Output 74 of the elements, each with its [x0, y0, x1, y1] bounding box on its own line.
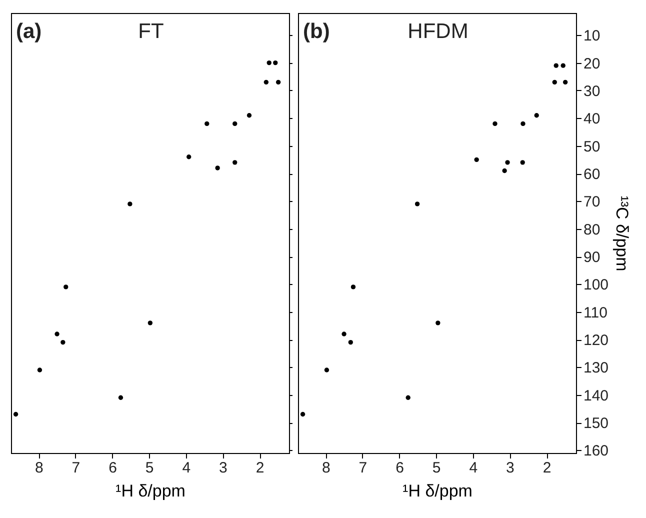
point	[560, 63, 566, 68]
y-tick-label: 40	[584, 110, 600, 128]
x-tick-label: 3	[506, 460, 514, 476]
x-tick-label: 8	[34, 460, 44, 476]
y-axis-title: ¹³C δ/ppm	[612, 196, 632, 272]
point	[13, 412, 18, 417]
point	[246, 113, 252, 118]
y-tick-label: 20	[584, 55, 600, 72]
point	[266, 60, 272, 66]
chart-title: FT	[138, 20, 164, 43]
point	[128, 202, 132, 206]
x-tick-label: 2	[256, 460, 264, 476]
y-tick-label: 70	[584, 194, 600, 211]
x-axis-title: ¹H δ/ppm	[402, 482, 472, 500]
point	[520, 160, 525, 165]
point	[204, 121, 210, 126]
point	[502, 168, 507, 174]
y-tick-label: 100	[584, 276, 609, 294]
point	[552, 80, 557, 85]
point	[474, 157, 479, 162]
x-tick-label: 4	[182, 460, 191, 476]
y-tick-label: 140	[584, 387, 609, 404]
point	[505, 160, 510, 165]
point	[342, 332, 346, 336]
point	[520, 121, 526, 126]
point	[492, 121, 498, 126]
point	[118, 395, 124, 400]
point	[232, 160, 238, 165]
chart-title: HFDM	[408, 20, 468, 43]
y-tick-label: 30	[584, 82, 600, 100]
x-tick-label: 7	[72, 460, 80, 476]
point	[186, 154, 192, 160]
y-tick-label: 110	[584, 304, 608, 322]
point	[554, 63, 558, 68]
y-tick-label: 130	[584, 360, 609, 377]
point	[414, 202, 420, 206]
x-tick-label: 3	[219, 460, 228, 476]
x-axis-title: ¹H δ/ppm	[116, 482, 186, 500]
y-tick-label: 60	[584, 166, 600, 184]
y-tick-label: 10	[584, 28, 600, 45]
point	[562, 80, 568, 85]
point	[436, 320, 440, 326]
x-tick-label: 8	[322, 460, 330, 476]
x-tick-label: 4	[469, 460, 478, 476]
point	[54, 332, 60, 336]
y-tick-label: 120	[584, 332, 609, 350]
point	[64, 284, 68, 290]
annotation: (b)	[303, 20, 330, 43]
point	[348, 340, 353, 345]
point	[215, 166, 220, 170]
x-tick-label: 5	[145, 460, 154, 476]
point	[350, 284, 356, 290]
point	[264, 80, 269, 85]
x-tick-label: 6	[396, 460, 404, 476]
point	[232, 121, 238, 126]
y-tick-label: 90	[584, 249, 600, 266]
y-tick-label: 160	[584, 442, 609, 460]
point	[60, 340, 66, 345]
point	[273, 60, 278, 66]
point	[37, 368, 42, 372]
x-tick-label: 6	[108, 460, 117, 476]
y-tick-label: 50	[584, 138, 600, 156]
point	[324, 368, 330, 372]
point	[300, 412, 306, 417]
x-tick-label: 2	[542, 460, 552, 476]
point	[148, 320, 153, 326]
annotation: (a)	[16, 20, 42, 43]
y-tick-label: 150	[584, 415, 609, 432]
x-tick-label: 7	[358, 460, 368, 476]
point	[276, 80, 281, 85]
point	[406, 395, 410, 400]
x-tick-label: 5	[432, 460, 441, 476]
point	[534, 113, 539, 118]
y-tick-label: 80	[584, 221, 600, 238]
